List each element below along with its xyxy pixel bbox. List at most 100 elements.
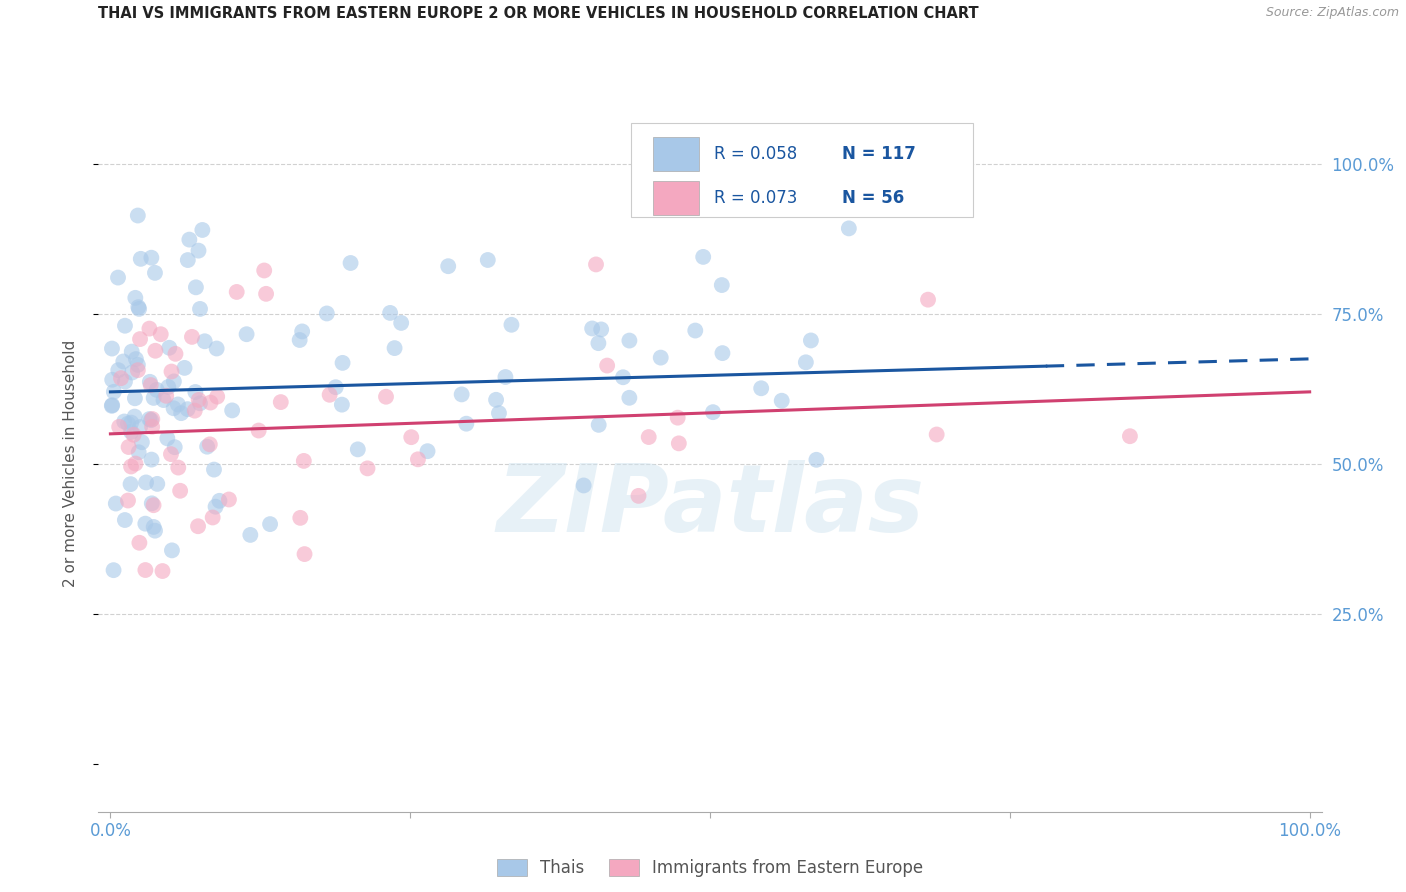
Point bbox=[179, 233, 201, 247]
Point bbox=[198, 437, 221, 451]
Point bbox=[162, 401, 184, 416]
Point bbox=[124, 391, 146, 405]
Point bbox=[208, 493, 231, 508]
Point bbox=[315, 306, 337, 320]
Point bbox=[184, 403, 207, 417]
Point bbox=[181, 330, 204, 344]
Point bbox=[138, 412, 160, 426]
Text: N = 56: N = 56 bbox=[842, 189, 904, 207]
Point bbox=[143, 524, 166, 538]
Point bbox=[205, 390, 228, 404]
Point bbox=[838, 221, 860, 235]
Point bbox=[165, 347, 187, 361]
Point bbox=[127, 358, 149, 372]
Point bbox=[378, 306, 401, 320]
Point bbox=[318, 388, 340, 402]
Point bbox=[112, 354, 135, 368]
Point bbox=[187, 392, 209, 407]
Point bbox=[346, 442, 368, 457]
Point bbox=[128, 535, 150, 549]
Point bbox=[188, 396, 211, 410]
Point bbox=[125, 352, 148, 367]
Point bbox=[200, 395, 222, 409]
Point bbox=[194, 334, 217, 349]
Point bbox=[356, 461, 378, 475]
Point bbox=[339, 256, 361, 270]
Point bbox=[384, 341, 406, 355]
Point bbox=[202, 462, 225, 476]
Point bbox=[806, 452, 828, 467]
Point bbox=[270, 395, 292, 409]
Point bbox=[247, 424, 270, 438]
Point bbox=[917, 293, 939, 307]
Point bbox=[389, 316, 412, 330]
Point bbox=[588, 336, 610, 351]
Point bbox=[176, 402, 198, 417]
Point bbox=[127, 300, 149, 314]
Point bbox=[120, 416, 142, 430]
Point bbox=[101, 398, 124, 412]
Point bbox=[711, 346, 734, 360]
Point bbox=[101, 373, 124, 387]
Point bbox=[117, 493, 139, 508]
Point bbox=[177, 253, 200, 268]
Point bbox=[290, 511, 312, 525]
Point bbox=[685, 324, 707, 338]
Point bbox=[235, 327, 257, 342]
Point bbox=[103, 563, 125, 577]
Point bbox=[122, 427, 145, 442]
Point bbox=[294, 547, 316, 561]
Point bbox=[117, 417, 139, 431]
Point bbox=[134, 563, 156, 577]
Point bbox=[692, 250, 714, 264]
Point bbox=[650, 351, 672, 365]
Bar bbox=[652, 181, 699, 215]
Point bbox=[191, 223, 214, 237]
Point bbox=[124, 409, 146, 424]
Point bbox=[619, 391, 641, 405]
Point bbox=[288, 333, 311, 347]
Point bbox=[142, 498, 165, 512]
Point bbox=[143, 343, 166, 358]
Point bbox=[596, 359, 619, 373]
Point bbox=[184, 384, 207, 399]
Point bbox=[925, 427, 948, 442]
Point bbox=[375, 390, 398, 404]
Point bbox=[134, 516, 156, 531]
Point bbox=[456, 417, 478, 431]
Point bbox=[204, 500, 226, 514]
Point bbox=[157, 341, 180, 355]
Text: N = 117: N = 117 bbox=[842, 145, 917, 163]
Point bbox=[127, 209, 149, 223]
Point bbox=[591, 322, 613, 336]
Point bbox=[218, 492, 240, 507]
Point bbox=[139, 378, 162, 392]
Bar bbox=[652, 137, 699, 170]
Point bbox=[173, 360, 195, 375]
Point bbox=[149, 327, 172, 342]
Point bbox=[619, 334, 641, 348]
Point bbox=[128, 445, 150, 459]
Point bbox=[124, 291, 146, 305]
Point bbox=[107, 363, 129, 377]
Point bbox=[139, 413, 162, 427]
Point bbox=[129, 252, 152, 266]
Point bbox=[488, 406, 510, 420]
Point bbox=[201, 510, 224, 524]
Point bbox=[142, 391, 165, 405]
Point bbox=[156, 431, 179, 445]
Point bbox=[107, 270, 129, 285]
Point bbox=[332, 356, 354, 370]
Point bbox=[160, 543, 183, 558]
Point bbox=[292, 454, 315, 468]
Point bbox=[141, 412, 163, 426]
Point bbox=[152, 393, 174, 408]
Text: ZIPatlas: ZIPatlas bbox=[496, 459, 924, 551]
Point bbox=[141, 496, 163, 510]
Point bbox=[291, 325, 314, 339]
Point bbox=[588, 417, 610, 432]
Point bbox=[253, 263, 276, 277]
Point bbox=[101, 342, 124, 356]
Point bbox=[195, 440, 218, 454]
Point bbox=[749, 381, 772, 395]
